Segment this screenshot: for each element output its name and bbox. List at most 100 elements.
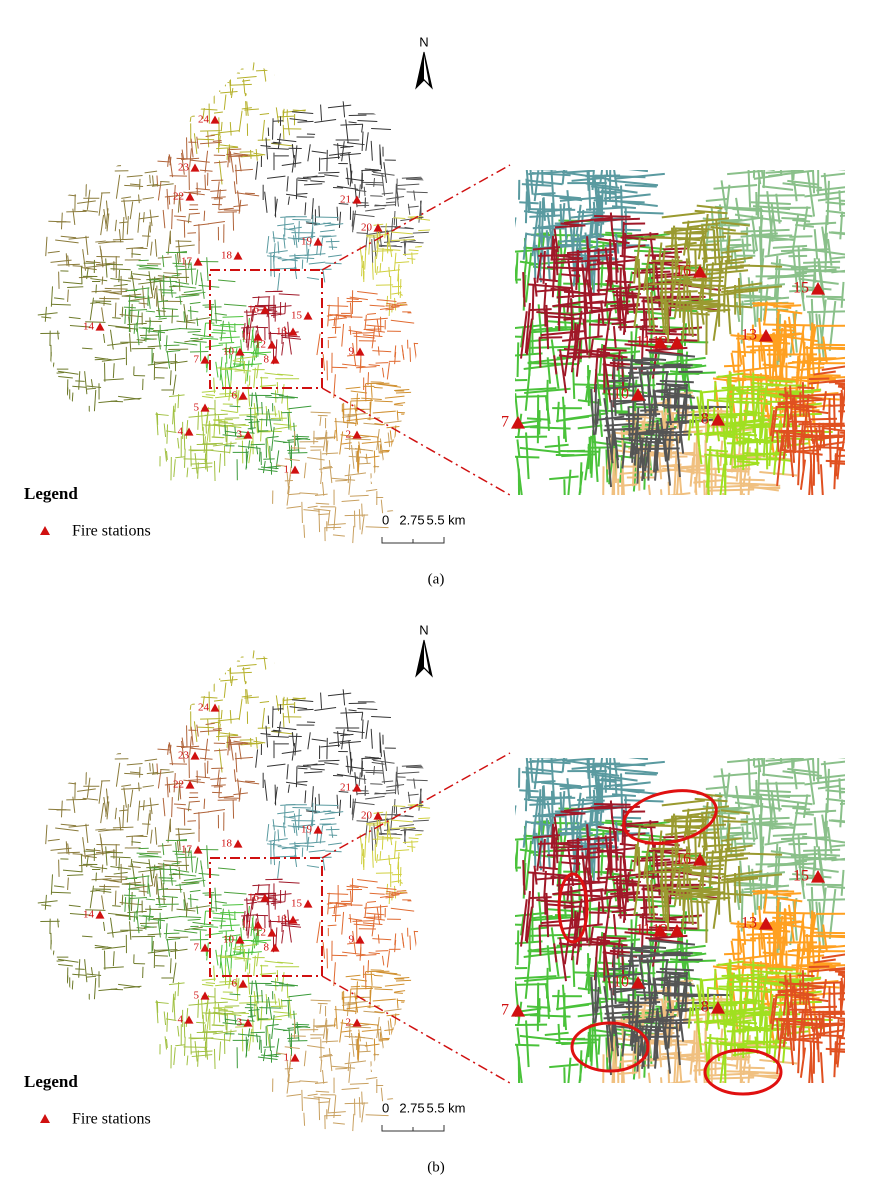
road [262,650,267,674]
road [219,336,240,339]
road [847,160,872,163]
road [368,236,371,255]
road [766,758,775,760]
road [94,944,112,949]
road [777,398,827,404]
road [314,707,337,711]
road [407,803,423,806]
road [163,423,167,438]
road [350,987,373,990]
road [841,430,845,449]
scale-bar [381,537,445,544]
road [746,508,797,512]
road [275,1052,287,1055]
road [213,965,215,982]
road [291,154,296,173]
road [733,884,782,888]
road [516,1027,521,1045]
road [218,1041,222,1061]
road [277,273,281,291]
road [293,813,298,836]
road [361,1091,363,1105]
road [328,543,331,545]
road [327,336,337,339]
road [371,827,374,851]
road [253,990,257,1004]
road [341,499,360,502]
road [250,392,253,407]
road [222,68,244,71]
road [824,803,828,835]
road [289,466,292,481]
road [150,829,153,844]
road [394,933,397,946]
road [808,464,813,495]
road [376,266,379,275]
road [262,1048,266,1062]
road [259,113,270,116]
road [346,142,365,146]
road [797,834,802,865]
road [457,347,462,391]
road [311,150,327,154]
road [354,184,358,208]
road [318,1096,321,1121]
road [464,988,467,1016]
road [666,988,670,1010]
road [86,189,91,210]
road [204,1001,228,1004]
fire-station-marker [711,413,725,426]
station-label: 24 [198,114,210,126]
road [334,315,337,334]
road [167,156,170,167]
road [498,282,504,323]
road [126,174,143,178]
road [777,324,796,329]
road [215,982,238,987]
road [176,251,187,254]
road [107,930,129,934]
road [246,897,249,921]
road [515,840,519,867]
road [544,443,569,449]
road [318,513,330,516]
road [152,276,156,291]
road [693,499,694,550]
road [435,260,440,280]
road [101,307,105,322]
road [405,487,410,505]
road [185,902,188,918]
road [697,291,717,296]
road [162,797,166,817]
road [98,192,103,216]
road [306,222,318,225]
road [598,409,629,413]
road [829,844,845,848]
north-arrow-half [424,56,429,84]
road [222,315,244,318]
road [762,185,794,191]
road [614,172,665,180]
road [337,731,340,748]
fire-station-marker [355,347,365,356]
road [471,1022,491,1024]
road [716,449,720,474]
road [342,415,357,418]
road [565,155,600,157]
road [354,1036,374,1040]
road [524,779,528,812]
road [178,781,182,800]
road [256,69,277,72]
road [122,216,125,241]
road [526,1005,550,1009]
road [365,1114,389,1117]
road [220,121,223,132]
road [268,250,288,254]
road [597,313,601,338]
road [728,413,758,417]
road [277,241,280,254]
road [839,199,845,202]
road [605,170,609,178]
road [286,471,290,493]
road [165,923,168,939]
